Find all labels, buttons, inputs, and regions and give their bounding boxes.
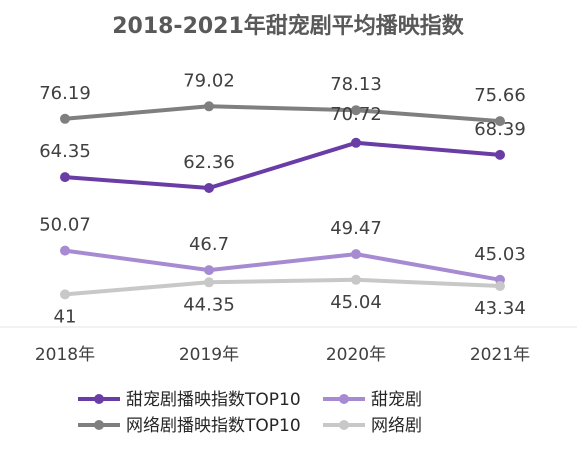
series-4 xyxy=(60,274,505,300)
data-label: 70.72 xyxy=(330,104,382,125)
data-point xyxy=(351,137,361,148)
legend-marker xyxy=(339,394,349,404)
data-point xyxy=(204,265,214,276)
data-point xyxy=(60,172,70,183)
data-label: 44.35 xyxy=(183,294,235,315)
legend-item: 网络剧 xyxy=(323,416,422,436)
x-tick-label: 2020年 xyxy=(326,345,386,365)
data-label: 68.39 xyxy=(474,119,526,140)
series-line xyxy=(64,248,501,282)
data-point xyxy=(495,281,505,291)
data-point xyxy=(204,183,214,193)
chart-title: 2018-2021年甜宠剧平均播映指数 xyxy=(112,13,465,39)
x-tick-label: 2019年 xyxy=(179,345,239,365)
data-point xyxy=(495,116,505,127)
legend-label: 甜宠剧 xyxy=(371,390,422,410)
data-point xyxy=(351,274,361,285)
data-point xyxy=(204,101,214,112)
data-point xyxy=(351,249,361,260)
data-label: 50.07 xyxy=(39,215,91,236)
legend-label: 网络剧播映指数TOP10 xyxy=(126,416,301,436)
data-label: 46.7 xyxy=(189,234,229,255)
series-1 xyxy=(60,137,505,193)
data-label: 76.19 xyxy=(39,83,91,104)
data-label: 79.02 xyxy=(183,70,235,91)
data-label: 43.34 xyxy=(474,298,526,319)
x-tick-labels: 2018年 2019年 2020年 2021年 xyxy=(35,345,530,365)
legend-item: 网络剧播映指数TOP10 xyxy=(78,416,301,436)
data-point xyxy=(60,245,70,256)
data-point xyxy=(60,289,70,300)
series-2 xyxy=(60,245,505,285)
data-point xyxy=(351,105,361,116)
legend-marker xyxy=(94,394,104,404)
series-3 xyxy=(60,101,505,127)
series-line xyxy=(64,277,501,297)
data-point xyxy=(495,149,505,160)
legend-marker xyxy=(94,420,104,430)
data-label: 78.13 xyxy=(330,74,382,95)
legend-marker xyxy=(339,420,349,430)
legend-item: 甜宠剧播映指数TOP10 xyxy=(78,390,301,410)
data-label: 64.35 xyxy=(39,141,91,162)
data-label: 75.66 xyxy=(474,85,526,106)
legend-label: 甜宠剧播映指数TOP10 xyxy=(126,390,301,410)
legend-item: 甜宠剧 xyxy=(323,390,422,410)
data-label: 45.04 xyxy=(330,292,382,313)
data-label: 41 xyxy=(54,306,77,327)
data-label-layer: 64.35 62.36 70.72 68.39 50.07 46.7 49.47 45.03 7… xyxy=(39,70,526,327)
legend-label: 网络剧 xyxy=(371,416,422,436)
x-tick-label: 2021年 xyxy=(470,345,530,365)
data-point xyxy=(60,113,70,124)
series-line xyxy=(64,104,501,124)
series-line xyxy=(64,140,501,190)
x-tick-label: 2018年 xyxy=(35,345,95,365)
data-point xyxy=(204,277,214,288)
data-label: 49.47 xyxy=(330,218,382,239)
series-layer xyxy=(60,101,505,300)
data-label: 45.03 xyxy=(474,244,526,265)
data-label: 62.36 xyxy=(183,152,235,173)
